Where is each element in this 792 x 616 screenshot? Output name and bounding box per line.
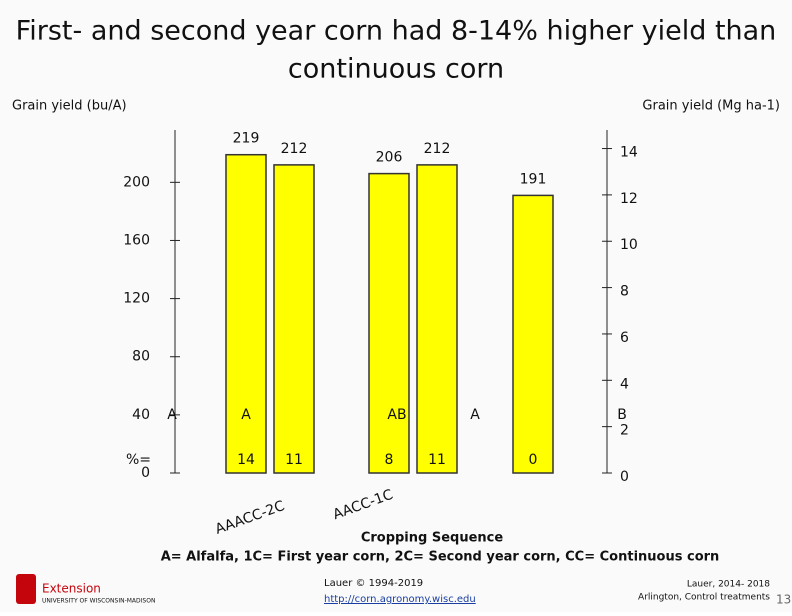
value-label: 219: [233, 131, 260, 147]
significance-letter: AB: [387, 407, 406, 423]
value-label: 212: [424, 141, 451, 157]
group-label: AAACC-2C: [213, 498, 287, 538]
y2-tick-label: 0: [620, 469, 629, 485]
y-tick-label: 80: [132, 349, 150, 365]
percent-label: %=: [126, 452, 151, 468]
copyright: Lauer © 1994-2019: [324, 578, 423, 589]
bar: [512, 194, 554, 474]
org: Extension: [42, 582, 101, 596]
value-label: 206: [376, 150, 403, 166]
percent-value: 11: [285, 452, 303, 468]
bar: [416, 164, 458, 474]
significance-letter: A: [241, 407, 251, 423]
significance-letter: A: [470, 407, 480, 423]
percent-value: 11: [428, 452, 446, 468]
significance-letter: B: [617, 407, 627, 423]
logo: [16, 574, 36, 604]
group-label: AACC-1C: [331, 487, 395, 524]
url[interactable]: http://corn.agronomy.wisc.edu: [324, 594, 476, 605]
percent-value: 8: [385, 452, 394, 468]
y2-tick-label: 8: [620, 284, 629, 300]
significance-letter: A: [167, 407, 177, 423]
y2-tick-label: 6: [620, 330, 629, 346]
title: continuous corn: [288, 54, 504, 85]
legend-text: A= Alfalfa, 1C= First year corn, 2C= Sec…: [161, 550, 720, 565]
y-tick-label: 40: [132, 407, 150, 423]
x-axis-label: Cropping Sequence: [361, 531, 504, 546]
bar: [273, 164, 315, 474]
y2-tick-label: 14: [620, 145, 638, 161]
y-tick-label: 200: [123, 174, 150, 190]
y2-tick-label: 2: [620, 423, 629, 439]
y2-axis-label: Grain yield (Mg ha-1): [642, 99, 780, 114]
bar: [368, 172, 410, 474]
y-tick-label: 160: [123, 232, 150, 248]
percent-value: 0: [529, 452, 538, 468]
value-label: 212: [281, 141, 308, 157]
bar: [225, 153, 267, 474]
y2-tick-label: 12: [620, 191, 638, 207]
y-axis-label: Grain yield (bu/A): [12, 99, 127, 114]
source: Lauer, 2014- 2018: [687, 580, 770, 590]
source: Arlington, Control treatments: [638, 593, 770, 603]
y-tick-label: 120: [123, 291, 150, 307]
y2-tick-label: 10: [620, 237, 638, 253]
y-tick-label: 0: [141, 465, 150, 481]
percent-value: 14: [237, 452, 255, 468]
page-number: 13: [776, 593, 791, 607]
value-label: 191: [520, 171, 547, 187]
title: First- and second year corn had 8-14% hi…: [16, 16, 777, 47]
university: UNIVERSITY OF WISCONSIN-MADISON: [42, 598, 155, 605]
y2-tick-label: 4: [620, 376, 629, 392]
